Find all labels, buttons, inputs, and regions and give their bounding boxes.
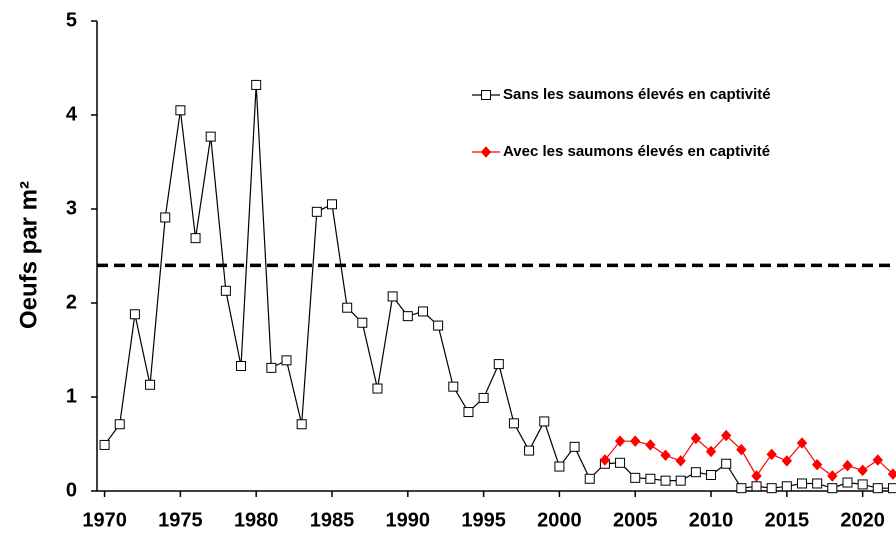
y-tick-label: 2 xyxy=(66,291,77,313)
legend-marker xyxy=(480,146,492,158)
point xyxy=(342,302,353,313)
point xyxy=(827,483,838,494)
point xyxy=(448,381,459,392)
y-tick-label: 3 xyxy=(66,197,77,219)
point xyxy=(690,467,701,478)
x-tick-label: 1995 xyxy=(461,509,506,531)
point xyxy=(706,470,717,481)
point xyxy=(569,441,580,452)
point xyxy=(205,131,216,142)
point xyxy=(736,483,747,494)
point xyxy=(417,306,428,317)
legend-marker xyxy=(481,90,491,100)
point xyxy=(690,432,702,445)
point xyxy=(796,437,808,449)
point xyxy=(766,448,777,461)
point xyxy=(615,457,626,468)
point xyxy=(781,481,792,492)
point xyxy=(660,449,671,462)
point xyxy=(281,355,292,366)
x-tick-label: 1980 xyxy=(234,509,279,531)
point xyxy=(357,317,368,328)
point xyxy=(811,458,823,471)
point xyxy=(114,419,125,430)
y-tick-label: 5 xyxy=(66,9,77,31)
x-tick-label: 2005 xyxy=(613,509,658,531)
point xyxy=(236,360,247,371)
point xyxy=(524,445,535,456)
point xyxy=(660,475,671,486)
x-tick-label: 1970 xyxy=(82,509,127,531)
point xyxy=(751,481,762,492)
x-tick-label: 1985 xyxy=(310,509,355,531)
point xyxy=(675,475,686,486)
point xyxy=(478,392,489,403)
y-tick-label: 1 xyxy=(66,385,77,407)
x-tick-label: 2000 xyxy=(537,509,582,531)
x-tick-label: 2020 xyxy=(840,509,885,531)
series-line xyxy=(604,434,894,478)
point xyxy=(251,79,262,90)
point xyxy=(721,429,732,442)
point xyxy=(311,206,322,217)
point xyxy=(630,472,641,483)
point xyxy=(675,455,686,467)
point xyxy=(614,435,626,447)
point xyxy=(872,454,883,466)
point xyxy=(266,362,277,373)
point xyxy=(402,311,413,322)
point xyxy=(584,473,595,484)
point xyxy=(493,359,504,370)
point xyxy=(842,459,853,472)
point xyxy=(705,445,717,458)
point xyxy=(175,105,186,116)
point xyxy=(872,483,883,494)
point xyxy=(433,320,444,331)
point xyxy=(387,291,398,302)
point xyxy=(372,383,383,394)
point xyxy=(630,435,641,447)
point xyxy=(160,212,171,223)
point xyxy=(842,477,853,488)
y-tick-label: 4 xyxy=(66,103,78,125)
x-tick-label: 1975 xyxy=(158,509,203,531)
legend-label: Sans les saumons élevés en captivité xyxy=(503,86,771,103)
x-tick-label: 2015 xyxy=(765,509,810,531)
point xyxy=(508,418,519,429)
point xyxy=(99,439,110,450)
point xyxy=(554,461,565,472)
point xyxy=(751,470,762,482)
point xyxy=(129,309,140,320)
point xyxy=(736,443,747,456)
point xyxy=(327,199,337,210)
y-tick-label: 0 xyxy=(66,479,77,501)
point xyxy=(857,479,868,490)
point xyxy=(145,379,156,390)
point xyxy=(781,455,793,467)
point xyxy=(721,458,732,469)
x-tick-label: 2010 xyxy=(689,509,734,531)
point xyxy=(599,454,611,466)
point xyxy=(190,233,201,244)
x-tick-label: 1990 xyxy=(386,509,431,531)
y-axis-label: Oeufs par m² xyxy=(15,181,42,329)
point xyxy=(887,483,896,494)
point xyxy=(766,483,777,494)
point xyxy=(812,478,823,489)
point xyxy=(645,473,656,484)
point xyxy=(645,439,656,451)
point xyxy=(827,470,838,482)
point xyxy=(857,464,868,477)
legend-label: Avec les saumons élevés en captivité xyxy=(503,143,770,160)
point xyxy=(296,419,307,430)
point xyxy=(539,416,550,427)
point xyxy=(463,407,474,418)
point xyxy=(797,478,807,489)
point xyxy=(220,285,231,296)
